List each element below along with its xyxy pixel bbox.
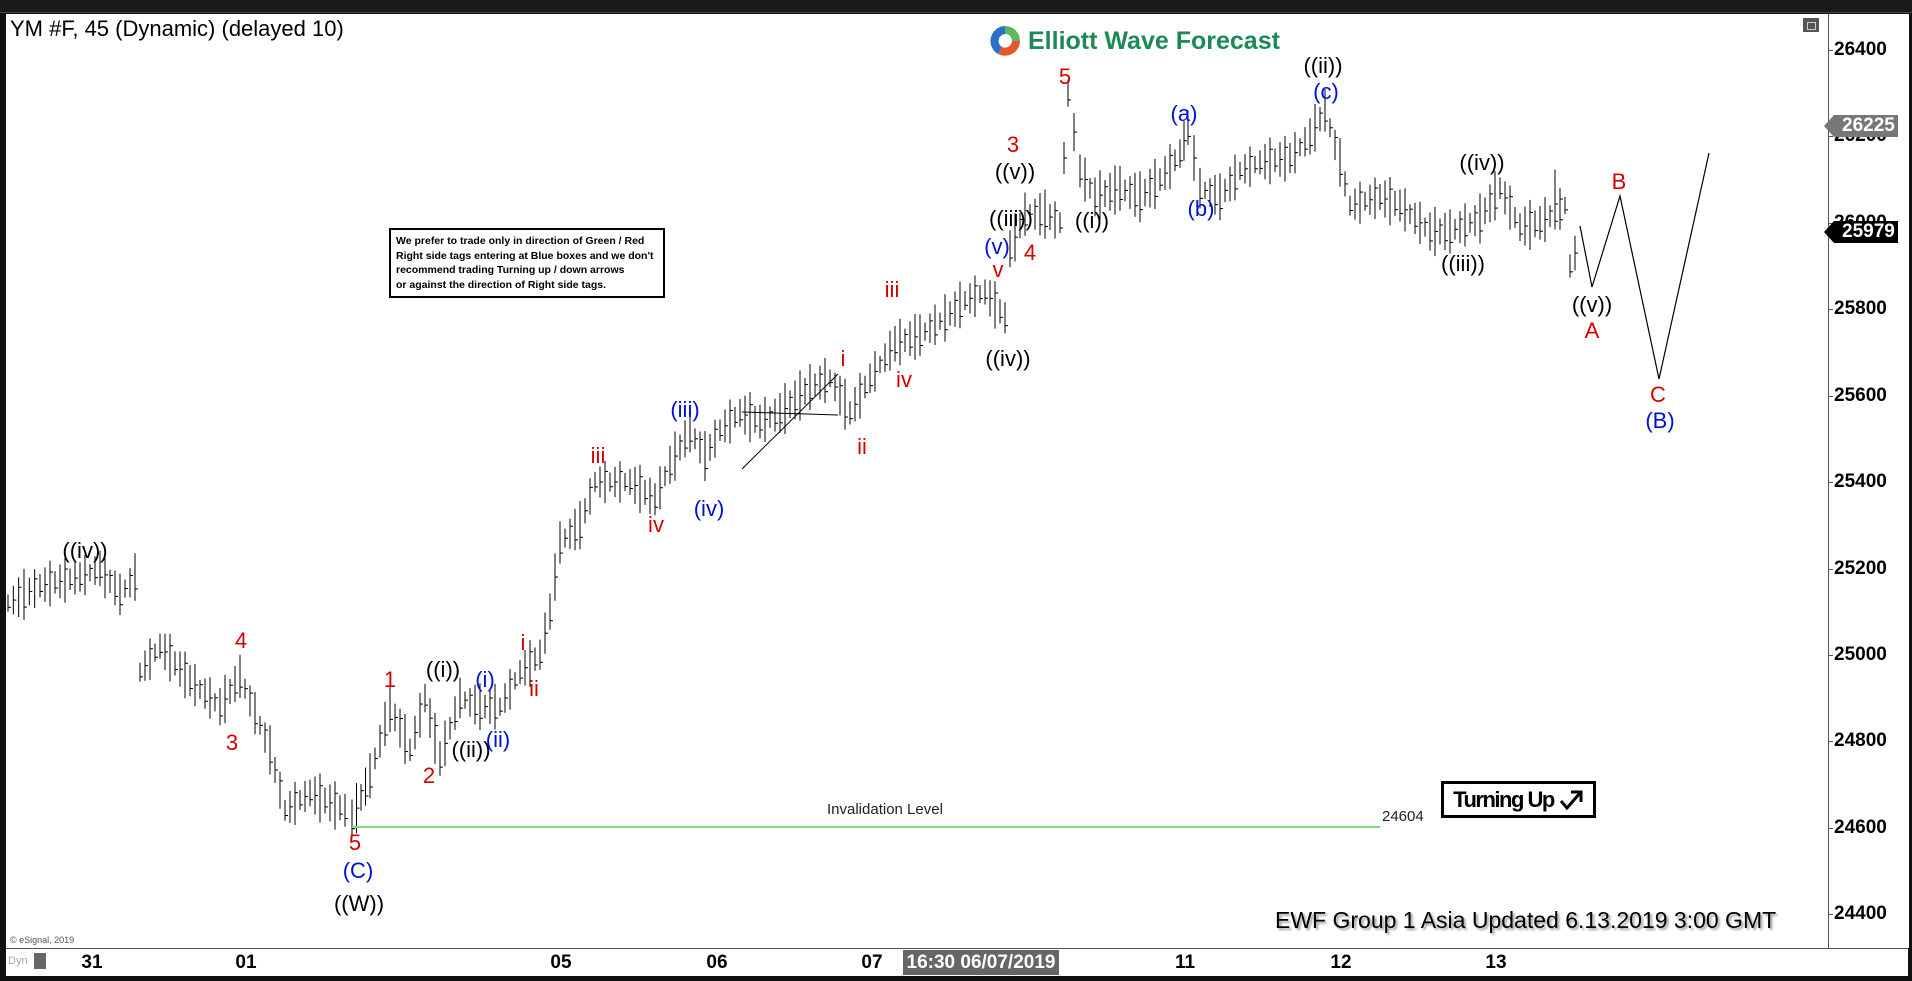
- wave-label: ii: [857, 434, 867, 459]
- high-price-tag: 26225: [1824, 115, 1898, 137]
- restore-window-icon[interactable]: [1803, 18, 1819, 32]
- tick-mark: [1828, 396, 1833, 397]
- wave-label: (c): [1313, 79, 1339, 104]
- x-tick: 05: [550, 952, 572, 973]
- note-line: or against the direction of Right side t…: [396, 278, 607, 291]
- logo-swirl-icon: [990, 26, 1020, 56]
- tick-mark: [1828, 655, 1833, 656]
- wave-label: (i): [475, 667, 495, 692]
- logo-text: Elliott Wave Forecast: [1028, 26, 1280, 55]
- logo: Elliott Wave Forecast: [988, 24, 1280, 58]
- wave-label: 5: [348, 830, 362, 855]
- y-tick: 25800: [1834, 298, 1887, 319]
- x-tick: 07: [861, 952, 883, 973]
- wave-label: ((iv)): [985, 346, 1031, 371]
- wave-label: ((iv)): [62, 538, 108, 563]
- price-axis[interactable]: [1828, 14, 1909, 948]
- tick-mark: [1828, 50, 1833, 51]
- wave-label: ((iii)): [1441, 251, 1485, 276]
- wave-label: i: [520, 630, 526, 655]
- turning-up-badge: Turning Up: [1441, 781, 1596, 818]
- tick-mark: [1828, 741, 1833, 742]
- wave-label: 2: [422, 763, 436, 788]
- y-tick: 26400: [1834, 39, 1887, 60]
- y-tick: 24400: [1834, 903, 1887, 924]
- y-tick: 24800: [1834, 730, 1887, 751]
- wave-label: ((v)): [994, 159, 1036, 184]
- wave-label: ((v)): [1571, 292, 1613, 317]
- wave-label: v: [992, 257, 1004, 282]
- wave-label: ii: [529, 676, 539, 701]
- invalidation-value: 24604: [1382, 808, 1424, 825]
- tick-mark: [1828, 309, 1833, 310]
- wave-label: 5: [1058, 64, 1072, 89]
- invalidation-line[interactable]: [352, 826, 1380, 828]
- y-tick: 25200: [1834, 558, 1887, 579]
- copyright: © eSignal, 2019: [10, 935, 75, 945]
- wave-label: iv: [896, 367, 912, 392]
- y-tick: 24600: [1834, 817, 1887, 838]
- x-tick: 11: [1174, 952, 1196, 973]
- note-line: recommend trading Turning up / down arro…: [396, 264, 625, 276]
- wave-label: (B): [1645, 408, 1675, 433]
- y-tick: 25000: [1834, 644, 1887, 665]
- x-tick: 06: [706, 952, 728, 973]
- wave-label: 1: [383, 667, 397, 692]
- tick-mark: [1828, 569, 1833, 570]
- trading-note-box: We prefer to trade only in direction of …: [389, 228, 665, 298]
- arrow-up-right-icon: [1559, 790, 1583, 810]
- note-line: We prefer to trade only in direction of …: [396, 235, 645, 247]
- x-tick: 31: [81, 952, 103, 973]
- y-tick: 25400: [1834, 471, 1887, 492]
- wave-label: 4: [234, 628, 248, 653]
- wave-label: (b): [1187, 196, 1215, 221]
- tick-mark: [1828, 482, 1833, 483]
- chart-title: YM #F, 45 (Dynamic) (delayed 10): [10, 16, 344, 41]
- turning-up-label: Turning Up: [1453, 786, 1555, 812]
- window-top-bar: [0, 0, 1912, 13]
- wave-label: ((iv)): [1459, 150, 1505, 175]
- wave-label: (iv): [693, 496, 725, 521]
- wave-label: (iii): [670, 397, 700, 422]
- wave-label: (v): [984, 234, 1010, 259]
- update-timestamp: EWF Group 1 Asia Updated 6.13.2019 3:00 …: [1275, 907, 1777, 933]
- tick-mark: [1828, 828, 1833, 829]
- wave-label: ((i)): [425, 657, 461, 682]
- tick-mark: [1828, 914, 1833, 915]
- invalidation-label: Invalidation Level: [827, 801, 943, 818]
- wave-label: 3: [225, 730, 239, 755]
- wave-label: (C): [342, 858, 374, 883]
- note-line: Right side tags entering at Blue boxes a…: [396, 249, 654, 262]
- wave-label: A: [1584, 318, 1600, 343]
- wave-label: ((ii)): [451, 737, 491, 762]
- x-tick: 01: [235, 952, 257, 973]
- wave-label: ((iii)): [989, 206, 1033, 231]
- x-tick: 12: [1330, 952, 1352, 973]
- x-tick: 13: [1485, 952, 1507, 973]
- wave-label: iii: [884, 277, 900, 302]
- crosshair-time-label: 16:30 06/07/2019: [903, 950, 1059, 975]
- wave-label: i: [840, 346, 846, 371]
- lock-scale-icon[interactable]: [34, 953, 46, 969]
- last-price-tag: 25979: [1824, 221, 1898, 243]
- wave-label: ((ii)): [1303, 53, 1343, 78]
- dyn-label: Dyn: [8, 955, 28, 967]
- wave-label: iii: [590, 443, 606, 468]
- wave-label: ((i)): [1074, 208, 1110, 233]
- wave-label: iv: [648, 512, 664, 537]
- wave-label: (a): [1170, 101, 1198, 126]
- wave-label: B: [1611, 169, 1627, 194]
- wave-label: C: [1650, 382, 1666, 407]
- y-tick: 25600: [1834, 385, 1887, 406]
- wave-label: 3: [1006, 132, 1020, 157]
- wave-label: ((W)): [333, 891, 385, 916]
- wave-label: (ii): [485, 727, 511, 752]
- wave-label: 4: [1023, 240, 1037, 265]
